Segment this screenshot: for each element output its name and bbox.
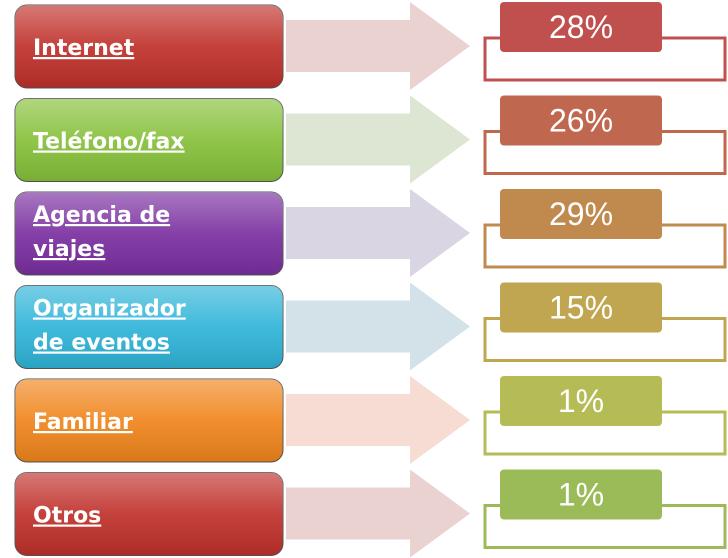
item-label: viajes xyxy=(33,237,105,262)
item-value: 1% xyxy=(558,383,604,419)
value-box xyxy=(500,189,662,239)
arrow xyxy=(286,189,470,277)
arrow xyxy=(286,469,470,558)
arrow xyxy=(286,376,470,464)
label-gloss xyxy=(15,472,283,556)
item-label: Internet xyxy=(33,36,135,61)
value-box xyxy=(500,2,662,52)
item-label: Agencia de xyxy=(33,203,170,228)
item-label: de eventos xyxy=(33,331,170,356)
arrow xyxy=(286,2,470,90)
item-value: 28% xyxy=(549,9,613,45)
value-box xyxy=(500,376,662,426)
value-box xyxy=(500,282,662,333)
item-label: Otros xyxy=(33,504,101,529)
bracket xyxy=(483,317,727,362)
bracket xyxy=(483,36,727,82)
arrow xyxy=(286,282,470,371)
value-box xyxy=(500,469,662,520)
bracket xyxy=(483,504,727,549)
item-value: 29% xyxy=(549,196,613,232)
label-gloss xyxy=(15,192,283,275)
item-label: Organizador xyxy=(33,297,186,322)
item-value: 26% xyxy=(549,103,613,139)
label-gloss xyxy=(15,98,283,182)
arrow xyxy=(286,95,470,184)
bracket xyxy=(483,130,727,175)
item-value: 1% xyxy=(558,477,604,513)
label-gloss xyxy=(15,5,283,88)
item-label: Familiar xyxy=(33,410,133,435)
bracket xyxy=(483,410,727,456)
label-gloss xyxy=(15,285,283,369)
bracket xyxy=(483,223,727,269)
value-box xyxy=(500,95,662,146)
item-label: Teléfono/fax xyxy=(33,130,185,155)
label-gloss xyxy=(15,379,283,462)
item-value: 15% xyxy=(549,290,613,326)
